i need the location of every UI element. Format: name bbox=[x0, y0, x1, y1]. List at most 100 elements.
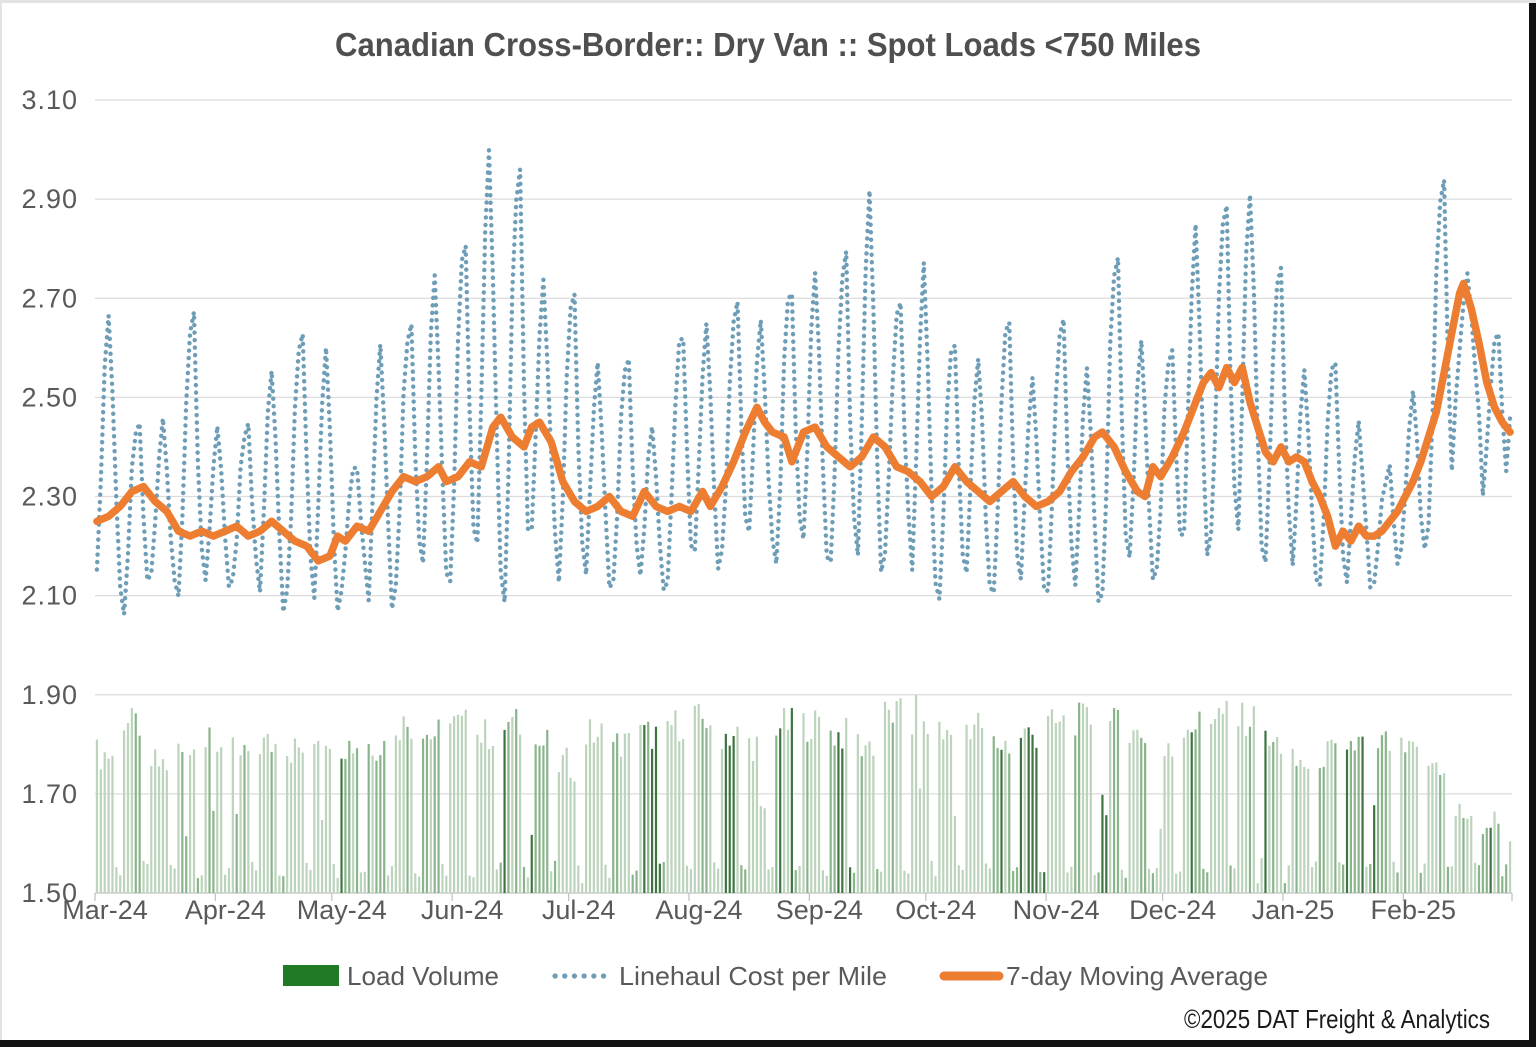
volume-bar bbox=[600, 723, 603, 893]
volume-bar bbox=[363, 871, 366, 893]
volume-bar bbox=[1171, 756, 1174, 893]
load-volume-bars bbox=[95, 694, 1512, 893]
volume-bar bbox=[1233, 868, 1236, 893]
volume-bar bbox=[1027, 727, 1030, 893]
y-axis-label: 2.50 bbox=[21, 382, 78, 412]
legend-label-load-volume: Load Volume bbox=[347, 961, 499, 991]
volume-bar bbox=[724, 733, 727, 893]
volume-bar bbox=[965, 724, 968, 893]
volume-bar bbox=[654, 726, 658, 893]
volume-bar bbox=[1074, 735, 1077, 893]
volume-bar bbox=[829, 730, 832, 893]
volume-bar bbox=[460, 715, 463, 893]
volume-bar bbox=[223, 874, 227, 893]
volume-bar bbox=[678, 741, 681, 893]
volume-bar bbox=[130, 708, 133, 893]
volume-bar bbox=[957, 865, 960, 893]
volume-bar bbox=[321, 820, 324, 893]
volume-bar bbox=[1252, 706, 1255, 893]
volume-bar bbox=[157, 766, 161, 893]
volume-bar bbox=[328, 748, 331, 893]
volume-bar bbox=[1124, 877, 1127, 893]
volume-bar bbox=[650, 748, 654, 893]
volume-bar bbox=[790, 708, 793, 893]
volume-bar bbox=[588, 719, 592, 893]
x-axis-label: Jan-25 bbox=[1252, 895, 1335, 925]
volume-bar bbox=[949, 734, 953, 893]
volume-bar bbox=[1481, 834, 1484, 893]
volume-bar bbox=[1508, 841, 1512, 893]
volume-bar bbox=[503, 729, 506, 893]
volume-bar bbox=[1474, 862, 1477, 893]
volume-bar bbox=[1031, 734, 1034, 893]
volume-bar bbox=[1338, 862, 1341, 893]
volume-bar bbox=[771, 867, 774, 893]
volume-bar bbox=[1369, 863, 1372, 893]
volume-bar bbox=[410, 738, 413, 893]
volume-bar bbox=[1431, 763, 1434, 893]
volume-bar bbox=[969, 739, 972, 893]
volume-bar bbox=[1237, 726, 1240, 893]
volume-bar bbox=[845, 717, 848, 893]
volume-bar bbox=[709, 725, 712, 893]
volume-bar bbox=[1408, 740, 1411, 893]
volume-bar bbox=[262, 737, 265, 893]
y-axis-label: 2.90 bbox=[21, 184, 78, 214]
volume-bar bbox=[1380, 735, 1384, 893]
volume-bar bbox=[1264, 730, 1267, 893]
volume-bar bbox=[934, 876, 937, 893]
volume-bar bbox=[705, 728, 708, 893]
volume-bar bbox=[1388, 750, 1391, 893]
volume-bar bbox=[1039, 871, 1042, 893]
volume-bar bbox=[701, 718, 704, 893]
volume-bar bbox=[1361, 736, 1364, 893]
volume-bar bbox=[530, 834, 533, 893]
volume-bar bbox=[1019, 737, 1023, 893]
volume-bar bbox=[1198, 711, 1201, 893]
volume-bar bbox=[635, 870, 638, 893]
volume-bar bbox=[1400, 737, 1403, 893]
volume-bar bbox=[150, 766, 153, 893]
volume-bar bbox=[899, 698, 902, 893]
volume-bar bbox=[472, 877, 475, 893]
x-axis-label: Apr-24 bbox=[185, 895, 266, 925]
legend-label-linehaul: Linehaul Cost per Mile bbox=[619, 961, 887, 991]
volume-bar bbox=[1501, 876, 1504, 893]
volume-bar bbox=[868, 741, 871, 893]
volume-bar bbox=[1493, 811, 1496, 893]
volume-bar bbox=[177, 743, 180, 893]
volume-bar bbox=[821, 870, 825, 893]
volume-bar bbox=[1101, 794, 1104, 893]
volume-bar bbox=[565, 747, 568, 893]
volume-bar bbox=[557, 772, 561, 893]
volume-bar bbox=[1334, 743, 1337, 893]
volume-bar bbox=[274, 743, 277, 893]
volume-bar bbox=[511, 716, 514, 893]
volume-bar bbox=[1202, 868, 1205, 893]
volume-bar bbox=[782, 708, 786, 893]
volume-bar bbox=[398, 740, 401, 893]
volume-bar bbox=[713, 862, 716, 893]
volume-bar bbox=[352, 753, 355, 893]
volume-bar bbox=[1307, 768, 1310, 893]
volume-bar bbox=[775, 735, 778, 893]
volume-bar bbox=[154, 749, 157, 893]
volume-bar bbox=[317, 741, 320, 893]
volume-bar bbox=[891, 722, 894, 893]
volume-bar bbox=[220, 747, 223, 893]
volume-bar bbox=[841, 748, 844, 893]
volume-bar bbox=[1132, 730, 1135, 893]
volume-bar bbox=[464, 709, 467, 893]
volume-bar bbox=[856, 734, 859, 893]
volume-bar bbox=[1450, 866, 1453, 893]
volume-bar bbox=[1318, 768, 1321, 893]
volume-bar bbox=[146, 863, 149, 893]
moving-average-line bbox=[93, 279, 1514, 565]
volume-bar bbox=[115, 867, 118, 893]
volume-bar bbox=[852, 872, 856, 893]
volume-bar bbox=[1085, 706, 1088, 893]
y-axis-labels: 3.10 2.90 2.70 2.50 2.30 2.10 1.90 1.70 1.50 bbox=[21, 85, 78, 908]
volume-bar bbox=[1015, 867, 1019, 893]
